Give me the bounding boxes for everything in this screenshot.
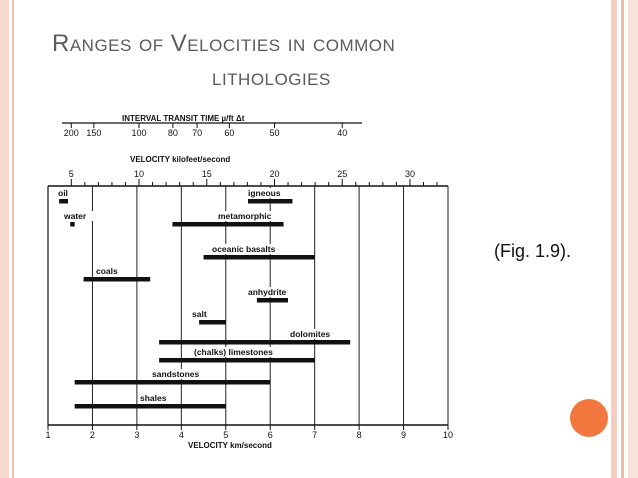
lithology-range-bar [256,298,288,303]
transit-time-tick-label: 60 [224,128,234,138]
lithology-range-bar [159,340,351,345]
lithology-range-bar [74,380,271,385]
lithology-label-bg [56,188,77,198]
lithology-label-bg [288,329,343,339]
lithology-range-bar [83,277,151,282]
figure-reference: (Fig. 1.9). [494,241,572,261]
kilofeet-tick-label: 15 [202,169,212,179]
left-decor-line [12,0,14,478]
transit-time-tick-label: 100 [132,128,147,138]
km-tick-label: 4 [179,430,184,440]
decor-circle [570,399,608,437]
lithology-label: water [63,211,87,221]
kilofeet-tick-label: 10 [134,169,144,179]
lithology-label-bg [246,287,301,297]
lithology-label: metamorphic [218,211,272,221]
lithology-label-bg [138,393,176,403]
lithology-label-bg [94,266,126,276]
transit-time-tick-label: 200 [64,128,79,138]
lithology-label: (chalks) limestones [194,347,273,357]
lithology-label-bg [192,347,303,357]
title-line-1: Ranges of Velocities in common [52,30,396,57]
lithology-label: igneous [248,188,281,198]
transit-time-tick-label: 50 [269,128,279,138]
lithology-label: salt [192,309,207,319]
km-tick-label: 9 [401,430,406,440]
lithology-label: shales [140,393,167,403]
km-tick-label: 7 [312,430,317,440]
transit-time-tick-label: 150 [86,128,101,138]
transit-time-tick-label: 70 [192,128,202,138]
right-decor-bar [611,0,617,478]
kilofeet-tick-label: 25 [337,169,347,179]
km-tick-label: 10 [443,430,453,440]
transit-time-axis-label: INTERVAL TRANSIT TIME µ/ft Δt [122,114,245,123]
lithology-range-bar [159,358,315,363]
lithology-label: oceanic basalts [212,244,276,254]
lithology-range-bar [199,320,226,325]
transit-time-tick-label: 80 [168,128,178,138]
lithology-label: sandstones [152,369,200,379]
lithology-range-bar [248,199,293,204]
lithology-label: dolomites [290,329,330,339]
transit-time-tick-label: 40 [337,128,347,138]
lithology-label-bg [210,244,298,254]
kilofeet-tick-label: 20 [269,169,279,179]
kilofeet-tick-label: 5 [69,169,74,179]
km-tick-label: 2 [90,430,95,440]
km-tick-label: 6 [268,430,273,440]
slide-title: Ranges of Velocities in common lithologi… [52,27,572,95]
km-axis-label: VELOCITY km/second [188,441,272,450]
lithology-label: coals [96,266,118,276]
lithology-range-bar [203,255,315,260]
left-decor-bar [0,0,9,478]
lithology-label-bg [150,369,210,379]
lithology-label-bg [190,309,217,319]
title-line-2: lithologies [212,64,331,91]
right-decor-bar [621,0,624,478]
km-tick-label: 5 [223,430,228,440]
right-decor-bar [628,0,638,478]
lithology-label: anhydrite [248,287,287,297]
lithology-range-bar [172,222,284,227]
lithology-range-bar [74,404,226,409]
km-tick-label: 8 [357,430,362,440]
lithology-label-bg [62,211,94,221]
lithology-range-bar [59,199,68,204]
kilofeet-axis-label: VELOCITY kilofeet/second [130,155,230,164]
kilofeet-tick-label: 30 [405,169,415,179]
km-tick-label: 3 [134,430,139,440]
lithology-label-bg [246,188,290,198]
lithology-label: oil [58,188,68,198]
lithology-label-bg [216,211,282,221]
km-tick-label: 1 [45,430,50,440]
lithology-range-bar [70,222,75,227]
